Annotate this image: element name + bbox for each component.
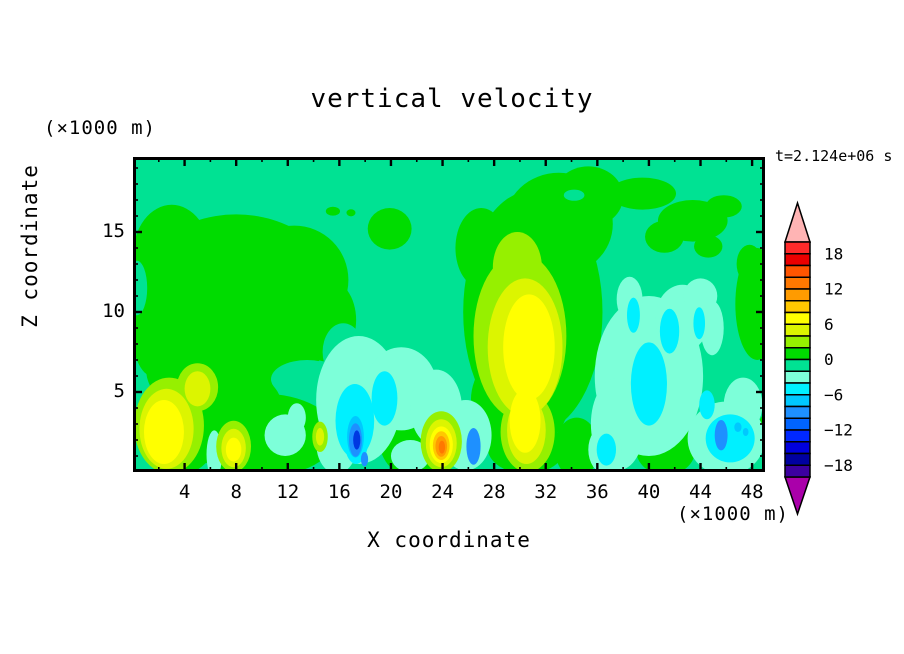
downdraft-cyan — [659, 308, 680, 354]
colorbar-cell — [784, 253, 811, 267]
colorbar-tick-label: 12 — [824, 280, 843, 299]
weak-downdraft-lightcyan — [390, 440, 430, 472]
x-axis-title: X coordinate — [367, 528, 531, 552]
x-tick-label: 32 — [534, 481, 558, 503]
x-tick-label: 28 — [482, 481, 506, 503]
x-tick-label: 16 — [327, 481, 351, 503]
x-tick-label: 8 — [230, 481, 242, 503]
colorbar-cell — [784, 323, 811, 337]
z-tick-label: 15 — [102, 220, 125, 242]
colorbar-cell — [784, 441, 811, 455]
colorbar-tick-label: −18 — [824, 456, 853, 475]
colorbar-cell — [784, 382, 811, 396]
downdraft-cyan — [596, 433, 617, 466]
colorbar-cell — [784, 264, 811, 278]
downdraft-deepcyan — [742, 428, 749, 436]
downdraft-darkblue-core — [353, 430, 361, 450]
downdraft-blue-cores — [714, 420, 728, 451]
downdraft-cyan — [371, 371, 398, 426]
colorbar: 18 12 6 0 −6 −12 −18 — [783, 200, 853, 517]
contour-field — [133, 157, 765, 472]
colorbar-cell — [784, 394, 811, 408]
contour-plot-area — [133, 157, 765, 472]
updraft-green-regions — [325, 206, 341, 216]
updraft-green-regions — [346, 209, 356, 217]
downdraft-cyan — [693, 307, 706, 340]
colorbar-cell — [784, 311, 811, 325]
background-notches — [563, 189, 585, 201]
updraft-green-regions — [553, 166, 624, 228]
colorbar-cell — [784, 452, 811, 466]
colorbar-tick-label: 0 — [824, 350, 834, 369]
updraft-green-regions — [694, 235, 723, 258]
colorbar-cell — [784, 288, 811, 302]
updraft-chartreuse — [315, 428, 325, 446]
x-tick-label: 20 — [379, 481, 403, 503]
updraft-green-regions — [554, 417, 599, 472]
colorbar-tick-label: −12 — [824, 421, 853, 440]
updraft-green-regions — [608, 177, 677, 210]
x-tick-label: 36 — [585, 481, 609, 503]
updraft-green-regions — [736, 244, 763, 284]
x-axis-units-label: (×1000 m) — [677, 503, 789, 525]
colorbar-cell — [784, 276, 811, 290]
x-tick-label: 24 — [431, 481, 454, 503]
updraft-yellow — [503, 294, 555, 400]
colorbar-cell — [784, 335, 811, 349]
updraft-green-regions — [367, 208, 412, 250]
z-tick-label: 10 — [102, 300, 125, 322]
weak-downdraft-lightcyan — [287, 403, 306, 432]
colorbar-cell — [784, 464, 811, 478]
colorbar-tick-label: 6 — [824, 315, 834, 334]
updraft-yellow — [143, 400, 184, 464]
background-notches — [133, 260, 148, 316]
x-tick-label: 12 — [276, 481, 300, 503]
downdraft-cyan — [699, 390, 715, 420]
downdraft-blue-cores — [466, 428, 481, 465]
colorbar-cell — [784, 241, 811, 255]
x-tick-label: 4 — [178, 481, 191, 503]
colorbar-tick-label: 18 — [824, 244, 843, 263]
updraft-green-regions — [705, 195, 742, 218]
x-tick-label: 40 — [637, 481, 661, 503]
downdraft-cyan — [630, 342, 667, 426]
colorbar-cell — [784, 429, 811, 443]
updraft-green-regions — [645, 220, 684, 253]
z-axis-units-label: (×1000 m) — [44, 117, 156, 139]
x-tick-label: 48 — [740, 481, 764, 503]
colorbar-cell — [784, 417, 811, 431]
colorbar-cell — [784, 405, 811, 419]
downdraft-cyan — [626, 297, 640, 333]
x-tick-label: 44 — [689, 481, 712, 503]
colorbar-cell — [784, 370, 811, 384]
colorbar-cell — [784, 300, 811, 314]
updraft-yellow — [509, 388, 541, 453]
chart-title: vertical velocity — [310, 84, 594, 114]
updraft-chartreuse — [184, 371, 211, 407]
downdraft-cyan — [705, 414, 755, 463]
colorbar-tick-label: −6 — [824, 385, 843, 404]
colorbar-cell — [784, 358, 811, 372]
timestamp-label: t=2.124e+06 s — [775, 147, 893, 165]
weak-downdraft-lightcyan — [700, 300, 724, 356]
z-tick-label: 5 — [113, 380, 125, 402]
colorbar-over-arrow — [783, 200, 812, 243]
updraft-yellow — [225, 437, 242, 462]
updraft-deep-orange — [438, 440, 446, 454]
colorbar-cell — [784, 347, 811, 361]
downdraft-deepcyan — [734, 422, 742, 433]
downdraft-blue-cores — [360, 452, 369, 467]
colorbar-under-arrow — [783, 476, 812, 517]
